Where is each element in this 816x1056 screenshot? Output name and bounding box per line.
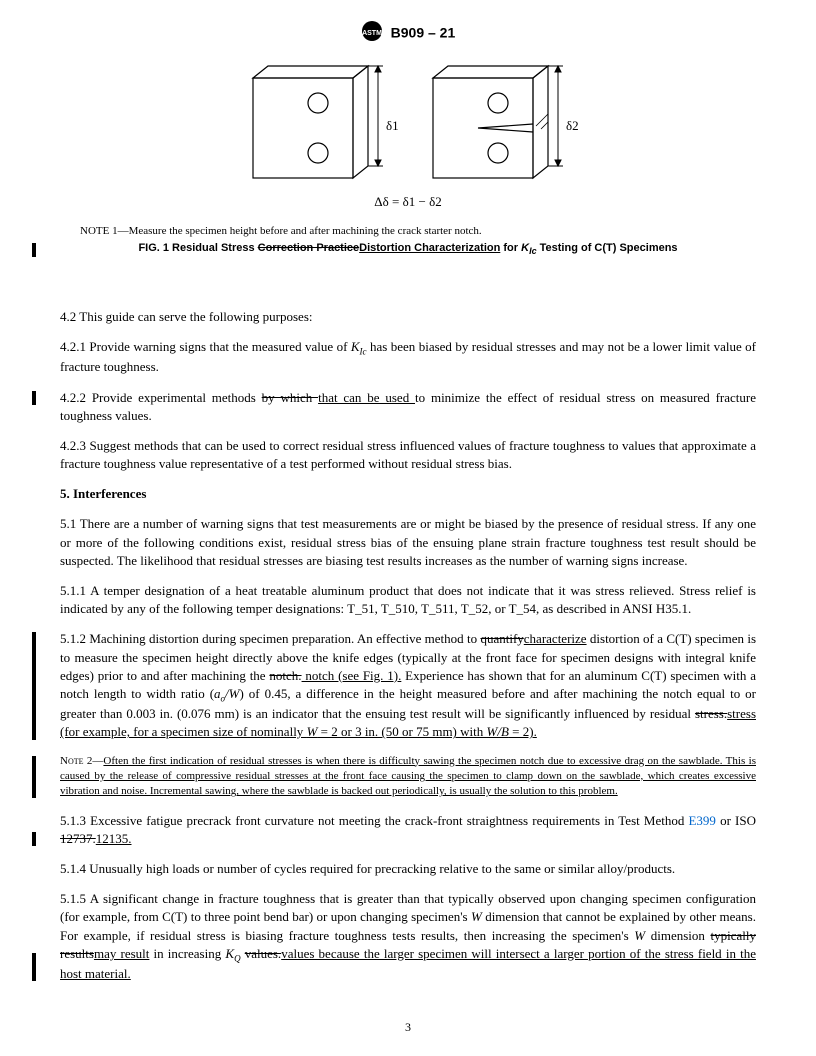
figure-caption: FIG. 1 Residual Stress Correction Practi… — [60, 241, 756, 258]
para-4-2-2: 4.2.2 Provide experimental methods by wh… — [60, 389, 756, 425]
para-4-2-3: 4.2.3 Suggest methods that can be used t… — [60, 437, 756, 473]
svg-text:ASTM: ASTM — [362, 30, 382, 37]
para-4-2: 4.2 This guide can serve the following p… — [60, 308, 756, 326]
delta2-label: δ2 — [566, 118, 579, 133]
page-header: ASTM B909 – 21 — [60, 20, 756, 48]
para-5-1-2: 5.1.2 Machining distortion during specim… — [60, 630, 756, 741]
astm-logo: ASTM — [361, 20, 383, 48]
note-2: Note 2—Often the first indication of res… — [60, 754, 756, 800]
para-4-2-1: 4.2.1 Provide warning signs that the mea… — [60, 338, 756, 376]
figure-svg: δ1 δ2 Δδ = δ1 − δ2 — [218, 58, 598, 213]
para-5-1-5: 5.1.5 A significant change in fracture t… — [60, 890, 756, 983]
page-number: 3 — [0, 1019, 816, 1036]
delta-equation: Δδ = δ1 − δ2 — [374, 194, 441, 209]
figure-note-1: NOTE Note 1—1—Measure the specimen heigh… — [80, 224, 756, 239]
delta1-label: δ1 — [386, 118, 399, 133]
para-5-1-1: 5.1.1 A temper designation of a heat tre… — [60, 582, 756, 618]
para-5-1: 5.1 There are a number of warning signs … — [60, 515, 756, 570]
para-5-1-3: 5.1.3 Excessive fatigue precrack front c… — [60, 812, 756, 848]
figure-1: δ1 δ2 Δδ = δ1 − δ2 — [60, 58, 756, 218]
fig-caption-bar: FIG. 1 Residual Stress Correction Practi… — [60, 241, 756, 258]
para-5-1-4: 5.1.4 Unusually high loads or number of … — [60, 860, 756, 878]
section-5-heading: 5. Interferences — [60, 485, 756, 503]
standard-number: B909 – 21 — [391, 25, 456, 41]
